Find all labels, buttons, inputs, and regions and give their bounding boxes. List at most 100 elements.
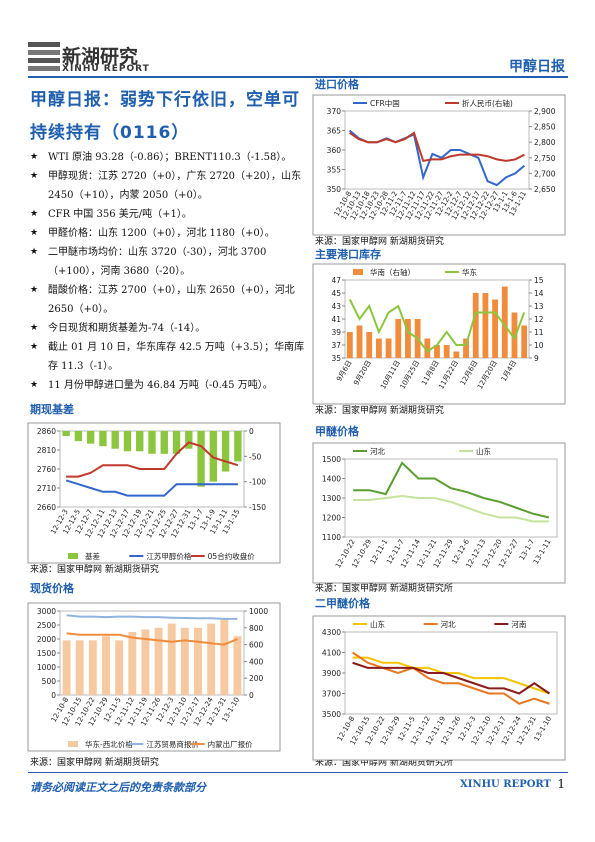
line (66, 441, 239, 478)
bar (482, 293, 489, 358)
header-rule (28, 76, 568, 78)
bullet: CFR 中国 356 美元/吨（+1）。 (30, 205, 308, 224)
y-tick-label: 14 (534, 289, 544, 298)
y-tick-label: 41 (331, 315, 341, 324)
bar (136, 431, 144, 452)
legend-label: 山东 (370, 619, 385, 629)
legend-label: 江苏甲醇价格 (146, 551, 191, 561)
logo-icon (28, 42, 60, 71)
section-title: 二甲醚价格 (315, 596, 371, 610)
y-tick-label: 3500 (322, 710, 341, 719)
bar (62, 640, 71, 695)
bullet: 醋酸价格：江苏 2700（+0），山东 2650（+0），河北 2650（+0）… (30, 281, 308, 319)
y-tick-label: 47 (331, 276, 341, 285)
legend-label: 山东 (476, 446, 491, 456)
source: 来源：国家甲醇网 新湖期货研究所 (315, 582, 453, 594)
bar (472, 293, 479, 358)
bar (123, 431, 132, 452)
bullet: 甲醇现货：江苏 2720（+0），广东 2720（+20），山东 2450（+1… (30, 167, 308, 205)
y-tick-label: 1200 (322, 514, 341, 523)
bar (185, 431, 193, 449)
section-title: 现货价格 (30, 581, 75, 595)
y-tick-label: 2710 (37, 484, 56, 493)
source: 来源：国家甲醇网 新湖期货研究 (315, 404, 444, 416)
y-tick-label: 2500 (37, 621, 56, 630)
logo: 新湖研究 (62, 46, 139, 68)
y-tick-label: 1300 (322, 494, 341, 503)
bar (172, 431, 181, 454)
y-tick-label: 3000 (37, 607, 56, 616)
legend-label: 河北 (370, 447, 385, 456)
y-tick-label: 2810 (37, 446, 56, 455)
title: 甲醇日报：弱势下行依旧，空单可持续持有（0116） (30, 90, 300, 143)
y-tick-label: 2,850 (534, 123, 556, 132)
y-tick-label: 9 (534, 354, 539, 363)
bar (375, 338, 382, 358)
section-title: 主要港口库存 (315, 247, 381, 261)
y-tick-label: -100 (249, 478, 266, 487)
chart-frame (312, 615, 566, 761)
y-tick-label: 2860 (37, 427, 56, 436)
bullet: WTI 原油 93.28（-0.86）；BRENT110.3（-1.58）。 (30, 148, 308, 167)
line (66, 632, 238, 646)
y-tick-label: 15 (534, 276, 544, 285)
bullet: 截止 01 月 10 日，华东库存 42.5 万吨（+3.5）；华南库存 11.… (30, 338, 308, 376)
bar (194, 627, 202, 695)
bullet: 11 月份甲醇进口量为 46.84 万吨（-0.45 万吨）。 (30, 376, 308, 395)
y-tick-label: 0 (249, 691, 254, 700)
legend-swatch (68, 553, 78, 559)
bar (234, 431, 242, 462)
y-tick-label: 365 (327, 127, 342, 136)
bar (148, 431, 156, 454)
bullet: 今日现货和期货基差为-74（-14）。 (30, 319, 308, 338)
bar (346, 332, 353, 358)
line (65, 479, 238, 497)
bar (501, 286, 508, 358)
bar (366, 332, 373, 358)
legend-label: 华南（右轴） (370, 267, 415, 277)
bar (424, 338, 431, 358)
line (349, 131, 525, 163)
y-tick-label: 1000 (249, 607, 268, 616)
bar (443, 345, 450, 358)
y-tick-label: 0 (51, 691, 56, 700)
bar (521, 325, 528, 358)
line (66, 614, 238, 620)
report-name: 甲醇日报 (509, 59, 565, 75)
y-tick-label: 1400 (322, 475, 341, 484)
y-tick-label: 2,700 (534, 169, 556, 178)
legend-swatch (68, 741, 78, 747)
bar (62, 431, 70, 437)
legend-swatch (353, 269, 363, 275)
bar (141, 629, 150, 695)
y-tick-label: 39 (331, 328, 341, 337)
legend-label: 折人民币(右轴) (462, 98, 513, 108)
bullet: 二甲醚市场均价：山东 3720（-30），河北 3700（+100），河南 36… (30, 243, 308, 281)
y-tick-label: 350 (327, 185, 342, 194)
y-tick-label: 12 (534, 315, 544, 324)
source: 来源：国家甲醇网 新湖期货研究 (30, 563, 159, 575)
y-tick-label: 2000 (37, 635, 56, 644)
logo-sub: XINHU REPORT (62, 64, 150, 74)
legend-label: CFR中国 (370, 98, 400, 108)
bar (180, 627, 189, 695)
bar (221, 431, 230, 472)
bar (385, 338, 392, 358)
bar (99, 431, 107, 447)
y-tick-label: 3700 (322, 690, 341, 699)
legend-label: 基差 (85, 551, 100, 561)
line (353, 461, 550, 519)
section-title: 进口价格 (315, 77, 360, 91)
y-tick-label: -150 (249, 503, 266, 512)
y-tick-label: 45 (331, 289, 341, 298)
bullet-list: WTI 原油 93.28（-0.86）；BRENT110.3（-1.58）。甲醇… (30, 148, 308, 395)
y-tick-label: 0 (249, 427, 254, 436)
source: 来源：国家甲醇网 新湖期货研究 (30, 756, 159, 768)
bar (207, 623, 216, 695)
section-title: 期现基差 (30, 402, 74, 416)
y-tick-label: 1500 (37, 649, 56, 658)
bar (154, 627, 163, 695)
y-tick-label: 2660 (37, 503, 56, 512)
